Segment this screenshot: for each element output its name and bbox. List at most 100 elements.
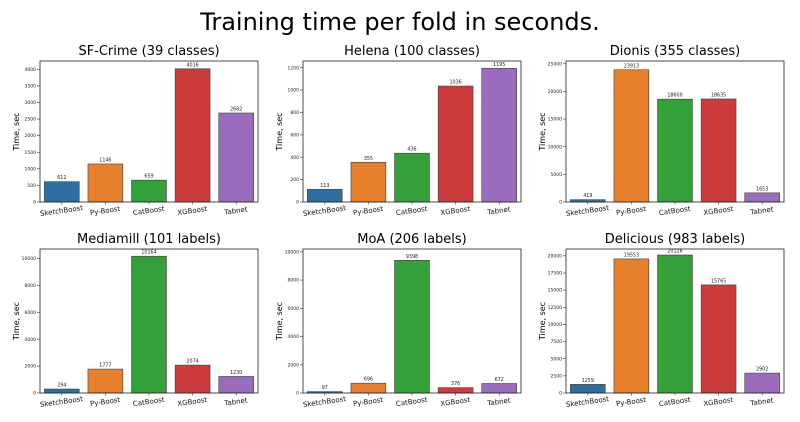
data-label: 4016 [186,62,198,68]
bar-catboost [657,98,693,203]
x-tick-label: Tabnet [223,205,248,216]
chart-title: Mediamill (101 labels) [77,232,221,247]
y-tick-label: 0 [33,200,36,206]
y-axis-label: Time, sec [538,302,547,341]
y-tick-label: 2000 [288,362,300,368]
data-label: 672 [495,377,504,383]
y-axis-label: Time, sec [275,302,284,341]
y-tick-label: 2000 [25,364,37,370]
bar-catboost [657,254,693,394]
bar-py-boost [87,368,124,394]
y-tick-label: 2500 [25,117,37,123]
bar-py-boost [613,69,650,203]
y-tick-label: 4000 [288,334,300,340]
y-tick-label: 3000 [25,100,37,106]
data-label: 1777 [99,363,111,369]
y-tick-label: 6000 [288,306,300,312]
y-tick-label: 1000 [288,88,300,94]
x-tick-label: CatBoost [132,205,165,217]
x-tick-label: XGBoost [703,205,734,217]
bar-tabnet [218,376,254,394]
data-label: 612 [57,175,66,181]
y-tick-label: 15000 [548,288,562,294]
y-tick-label: 0 [296,200,299,206]
bar-sketchboost [307,189,343,203]
y-tick-label: 800 [290,110,299,116]
x-tick-label: Py-Boost [616,396,647,408]
x-tick-label: SketchBoost [40,204,84,218]
y-tick-label: 7500 [551,339,563,345]
bar-catboost [394,260,430,394]
plot-frame [302,248,522,394]
x-tick-label: Tabnet [486,396,511,407]
chart-helena: Helena (100 classes) Time, sec 0 200 400 600 8… [275,44,522,218]
y-tick-label: 4000 [25,67,37,73]
y-tick-label: 10000 [548,322,562,328]
bar-catboost [394,152,430,203]
y-axis-label: Time, sec [12,302,21,341]
x-tick-label: Py-Boost [616,205,647,217]
y-tick-label: 1500 [25,150,37,156]
plot-frame [39,248,259,394]
x-tick-label: SketchBoost [303,395,347,409]
bar-xgboost [437,387,474,394]
data-label: 1259 [582,378,594,384]
x-tick-label: Tabnet [223,396,248,407]
y-tick-label: 2500 [551,373,563,379]
x-tick-label: XGBoost [177,205,208,217]
bar-py-boost [350,382,387,394]
x-tick-label: Py-Boost [353,396,384,408]
y-tick-label: 5000 [551,172,563,178]
y-tick-label: 10000 [22,256,36,262]
data-label: 659 [144,174,153,180]
y-tick-label: 15000 [548,117,562,123]
y-tick-label: 2000 [25,133,37,139]
bar-tabnet [744,372,780,394]
bar-tabnet [744,192,780,203]
figure-title: Training time per fold in seconds. [200,8,600,36]
y-tick-label: 25000 [548,61,562,67]
data-label: 355 [364,156,373,162]
x-tick-label: SketchBoost [566,395,610,409]
y-tick-label: 5000 [551,356,563,362]
bar-tabnet [481,67,517,203]
data-label: 2074 [186,359,198,365]
y-tick-label: 20000 [548,89,562,95]
data-label: 9398 [406,254,418,260]
y-tick-label: 10000 [285,249,299,255]
x-tick-label: SketchBoost [40,395,84,409]
plot-frame [565,60,785,203]
x-tick-label: CatBoost [395,205,428,217]
chart-title: Helena (100 classes) [344,44,480,59]
x-tick-label: CatBoost [658,396,691,408]
chart-title: Delicious (983 labels) [605,232,745,247]
data-label: 419 [583,193,592,199]
bar-xgboost [174,364,211,394]
y-tick-label: 8000 [25,283,37,289]
x-tick-label: SketchBoost [303,204,347,218]
bar-sketchboost [44,388,80,394]
y-tick-label: 17500 [548,271,562,277]
y-tick-label: 3500 [25,83,37,89]
y-tick-label: 10000 [548,144,562,150]
data-label: 696 [364,377,373,383]
data-label: 20126 [667,248,682,254]
y-tick-label: 200 [290,177,299,183]
plot-frame [39,60,259,203]
chart-title: MoA (206 labels) [357,232,467,247]
x-tick-label: Tabnet [486,205,511,216]
data-label: 18600 [667,93,682,99]
x-tick-label: Tabnet [749,396,774,407]
chart-title: Dionis (355 classes) [610,44,740,59]
x-tick-label: CatBoost [132,396,165,408]
bar-xgboost [700,284,737,394]
data-label: 1230 [230,370,242,376]
x-tick-label: XGBoost [177,396,208,408]
x-tick-label: CatBoost [658,205,691,217]
y-tick-label: 500 [27,183,36,189]
bar-xgboost [174,68,211,203]
bar-catboost [131,179,167,203]
x-tick-label: Py-Boost [90,205,121,217]
data-label: 1146 [99,157,111,163]
y-tick-label: 8000 [288,278,300,284]
